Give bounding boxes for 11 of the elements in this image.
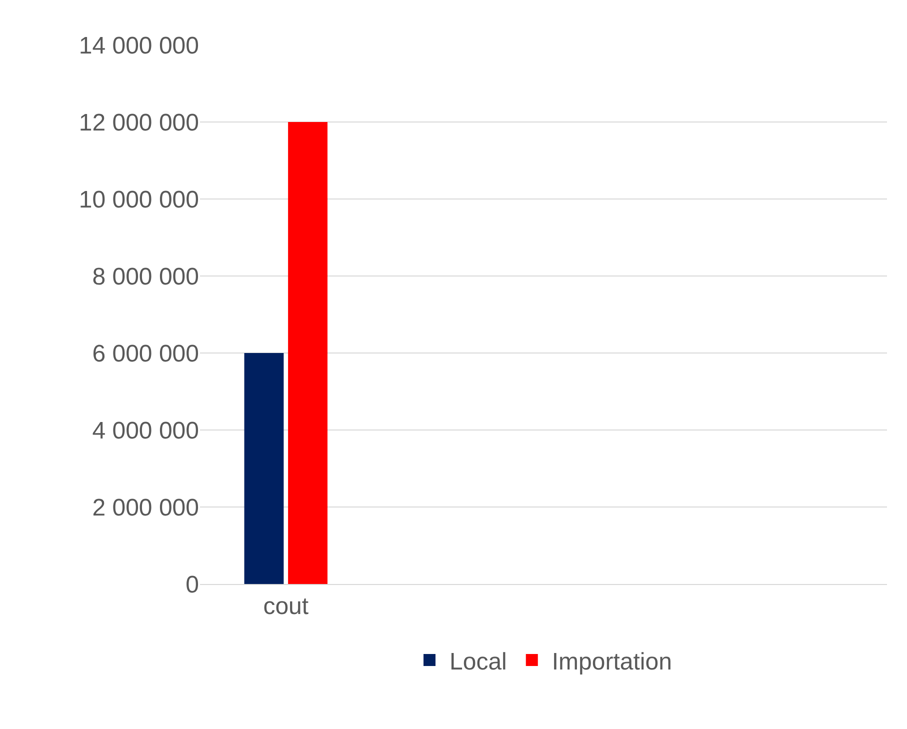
y-tick-label: 12 000 000: [78, 109, 199, 136]
x-tick-label: cout: [263, 592, 309, 620]
y-tick-label: 0: [186, 571, 199, 598]
legend-label: Local: [450, 648, 507, 676]
y-tick-label: 2 000 000: [92, 494, 199, 522]
y-tick-label: 4 000 000: [92, 417, 199, 444]
y-tick-label: 8 000 000: [92, 263, 199, 290]
legend-label: Importation: [552, 648, 672, 676]
y-tick-label: 10 000 000: [78, 186, 199, 214]
y-tick-label: 6 000 000: [92, 340, 199, 368]
y-tick-label: 14 000 000: [78, 32, 199, 60]
